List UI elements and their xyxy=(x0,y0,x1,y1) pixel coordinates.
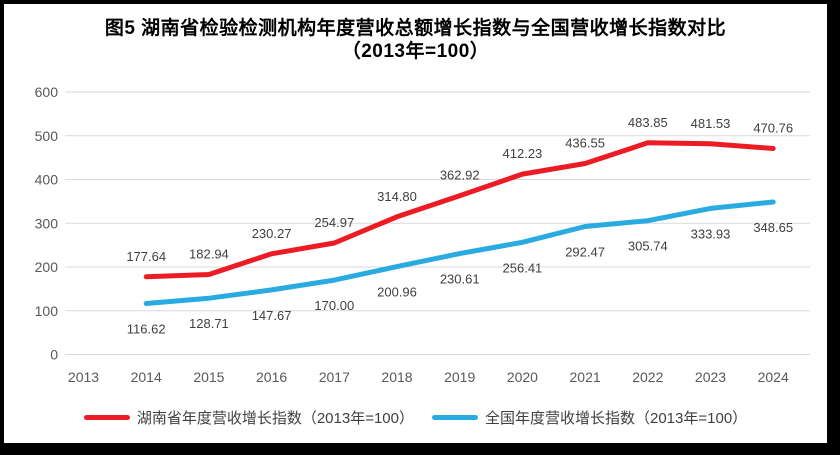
x-axis-label: 2018 xyxy=(381,369,412,385)
series-line-0 xyxy=(143,140,776,280)
data-point-label: 483.85 xyxy=(628,115,668,130)
chart-legend: 湖南省年度营收增长指数（2013年=100） 全国年度营收增长指数（2013年=… xyxy=(4,407,827,428)
data-point-label: 292.47 xyxy=(565,245,605,260)
y-axis-tick-label: 100 xyxy=(35,303,59,319)
chart-title: 图5 湖南省检验检测机构年度营收总额增长指数与全国营收增长指数对比 xyxy=(104,18,727,39)
legend-item-hunan: 湖南省年度营收增长指数（2013年=100） xyxy=(83,407,414,428)
data-point-label: 305.74 xyxy=(628,239,668,254)
x-axis-label: 2019 xyxy=(444,369,475,385)
y-axis-tick-label: 400 xyxy=(35,172,59,188)
data-point-label: 254.97 xyxy=(314,215,354,230)
data-point-label: 481.53 xyxy=(691,116,731,131)
x-axis-label: 2023 xyxy=(695,369,726,385)
legend-label-hunan: 湖南省年度营收增长指数（2013年=100） xyxy=(136,410,414,427)
y-axis-tick-label: 300 xyxy=(35,215,59,231)
legend-line-swatch-hunan xyxy=(83,415,130,420)
data-point-label: 412.23 xyxy=(503,146,543,161)
x-axis-label: 2021 xyxy=(570,369,601,385)
legend-label-national: 全国年度营收增长指数（2013年=100） xyxy=(485,410,748,427)
x-axis-label: 2017 xyxy=(319,369,350,385)
data-point-label: 230.61 xyxy=(440,272,480,287)
legend-line-swatch-national xyxy=(432,415,478,420)
data-point-label: 177.64 xyxy=(126,249,166,264)
data-point-label: 348.65 xyxy=(753,220,793,235)
data-point-label: 116.62 xyxy=(127,321,166,336)
x-axis-label: 2014 xyxy=(131,369,162,385)
data-point-label: 362.92 xyxy=(440,168,480,183)
line-chart-plot: 0 100 200 300 400 500 600 2013 2014 2015 2016 2017 2… xyxy=(35,84,810,385)
x-axis-label: 2024 xyxy=(758,369,789,385)
data-point-label: 470.76 xyxy=(753,121,793,136)
data-point-label: 314.80 xyxy=(377,189,417,204)
data-point-label: 333.93 xyxy=(691,226,731,241)
x-axis-label: 2016 xyxy=(256,369,287,385)
series-line-1 xyxy=(143,199,776,306)
data-point-label: 200.96 xyxy=(377,285,417,300)
y-axis-tick-label: 600 xyxy=(35,84,59,100)
x-axis-label: 2020 xyxy=(507,369,538,385)
data-point-label: 128.71 xyxy=(189,316,229,331)
data-point-label: 147.67 xyxy=(252,308,292,323)
data-point-label: 182.94 xyxy=(189,246,229,261)
chart-subtitle: （2013年=100） xyxy=(341,41,490,62)
y-axis-tick-label: 200 xyxy=(35,259,59,275)
x-axis-label: 2013 xyxy=(68,369,99,385)
data-point-label: 436.55 xyxy=(565,136,605,151)
x-axis-label: 2015 xyxy=(193,369,224,385)
legend-item-national: 全国年度营收增长指数（2013年=100） xyxy=(432,407,747,428)
x-axis-label: 2022 xyxy=(632,369,663,385)
y-axis-tick-label: 0 xyxy=(50,347,58,363)
y-axis-tick-label: 500 xyxy=(35,128,59,144)
chart-title-block: 图5 湖南省检验检测机构年度营收总额增长指数与全国营收增长指数对比 （2013年… xyxy=(4,17,827,63)
data-point-label: 256.41 xyxy=(503,260,543,275)
data-point-label: 230.27 xyxy=(252,226,292,241)
data-point-label: 170.00 xyxy=(314,298,354,313)
